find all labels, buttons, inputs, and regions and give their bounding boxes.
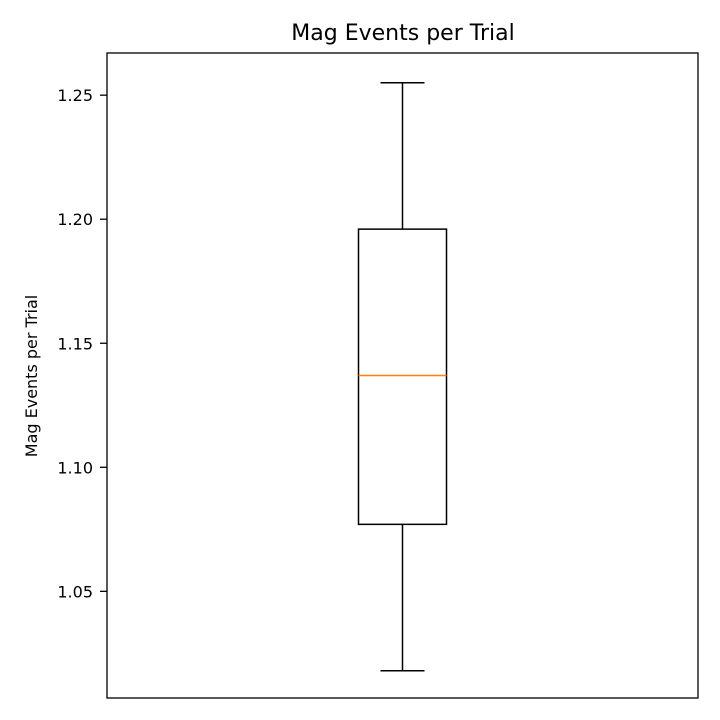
chart-title: Mag Events per Trial <box>291 21 514 46</box>
y-tick-label: 1.20 <box>57 210 93 229</box>
plot-area-frame <box>106 52 699 699</box>
y-tick-label: 1.10 <box>57 458 93 477</box>
y-tick-label: 1.25 <box>57 86 93 105</box>
box-plot-series <box>357 82 448 672</box>
y-axis-ticks: 1.05 1.10 1.15 1.20 1.25 <box>57 86 107 601</box>
y-axis-label: Mag Events per Trial <box>22 295 41 457</box>
interquartile-box <box>357 228 448 526</box>
y-tick-label: 1.05 <box>57 582 93 601</box>
y-tick-label: 1.15 <box>57 334 93 353</box>
